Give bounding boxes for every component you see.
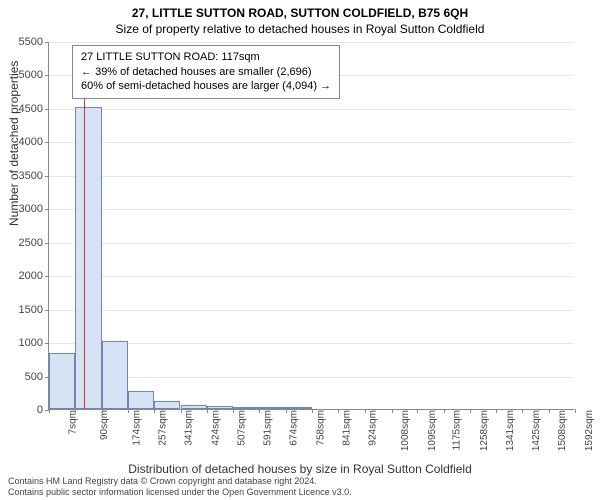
x-tick-label: 1008sqm xyxy=(400,410,411,451)
x-tick-label: 591sqm xyxy=(263,410,274,446)
x-tick-mark xyxy=(522,409,523,413)
plot-area: 0500100015002000250030003500400045005000… xyxy=(48,42,574,410)
x-tick-label: 1592sqm xyxy=(584,410,595,451)
grid-line xyxy=(49,142,574,143)
x-tick-label: 841sqm xyxy=(342,410,353,446)
x-tick-mark xyxy=(49,409,50,413)
y-tick-label: 2500 xyxy=(19,237,49,249)
x-tick-mark xyxy=(338,409,339,413)
x-tick-mark xyxy=(312,409,313,413)
legend-line: 60% of semi-detached houses are larger (… xyxy=(81,79,331,94)
y-tick-label: 500 xyxy=(25,371,49,383)
x-tick-label: 1095sqm xyxy=(427,410,438,451)
x-tick-mark xyxy=(233,409,234,413)
grid-line xyxy=(49,276,574,277)
histogram-bar xyxy=(102,341,128,409)
page-title: 27, LITTLE SUTTON ROAD, SUTTON COLDFIELD… xyxy=(0,0,600,20)
legend-line: 27 LITTLE SUTTON ROAD: 117sqm xyxy=(81,50,331,65)
y-tick-label: 2000 xyxy=(19,270,49,282)
y-tick-label: 3000 xyxy=(19,203,49,215)
x-tick-label: 674sqm xyxy=(289,410,300,446)
footer-line-1: Contains HM Land Registry data © Crown c… xyxy=(8,476,352,487)
legend-line: ← 39% of detached houses are smaller (2,… xyxy=(81,65,331,80)
x-tick-label: 758sqm xyxy=(315,410,326,446)
grid-line xyxy=(49,176,574,177)
x-tick-label: 90sqm xyxy=(99,410,110,440)
y-tick-label: 5000 xyxy=(19,69,49,81)
x-tick-mark xyxy=(575,409,576,413)
x-tick-mark xyxy=(365,409,366,413)
grid-line xyxy=(49,42,574,43)
histogram-bar xyxy=(286,407,312,409)
x-tick-label: 424sqm xyxy=(210,410,221,446)
page-subtitle: Size of property relative to detached ho… xyxy=(0,20,600,36)
histogram-bar xyxy=(128,391,154,409)
y-tick-label: 0 xyxy=(37,404,49,416)
grid-line xyxy=(49,109,574,110)
footer-attribution: Contains HM Land Registry data © Crown c… xyxy=(8,476,352,498)
grid-line xyxy=(49,310,574,311)
x-tick-mark xyxy=(392,409,393,413)
footer-line-2: Contains public sector information licen… xyxy=(8,487,352,498)
x-tick-mark xyxy=(549,409,550,413)
x-tick-mark xyxy=(102,409,103,413)
x-tick-label: 924sqm xyxy=(368,410,379,446)
x-tick-mark xyxy=(75,409,76,413)
x-tick-label: 7sqm xyxy=(67,410,78,434)
legend-box: 27 LITTLE SUTTON ROAD: 117sqm← 39% of de… xyxy=(72,45,340,100)
x-tick-label: 1175sqm xyxy=(452,410,463,450)
x-tick-label: 341sqm xyxy=(184,410,195,446)
histogram-bar xyxy=(181,405,207,409)
x-tick-mark xyxy=(259,409,260,413)
x-tick-mark xyxy=(286,409,287,413)
chart-area: 0500100015002000250030003500400045005000… xyxy=(48,42,574,410)
reference-line xyxy=(84,81,85,409)
histogram-bar xyxy=(207,406,233,409)
x-tick-mark xyxy=(496,409,497,413)
x-axis-label: Distribution of detached houses by size … xyxy=(0,462,600,476)
y-tick-label: 1500 xyxy=(19,304,49,316)
y-tick-label: 3500 xyxy=(19,170,49,182)
x-tick-mark xyxy=(181,409,182,413)
y-tick-label: 5500 xyxy=(19,36,49,48)
histogram-bar xyxy=(259,407,285,409)
grid-line xyxy=(49,209,574,210)
x-tick-mark xyxy=(154,409,155,413)
x-tick-label: 1258sqm xyxy=(479,410,490,451)
x-tick-mark xyxy=(470,409,471,413)
x-tick-mark xyxy=(444,409,445,413)
histogram-bar xyxy=(154,401,180,409)
histogram-bar xyxy=(75,107,101,409)
x-tick-label: 1425sqm xyxy=(531,410,542,451)
x-tick-mark xyxy=(128,409,129,413)
x-tick-mark xyxy=(207,409,208,413)
x-tick-label: 1341sqm xyxy=(505,410,516,451)
x-tick-label: 174sqm xyxy=(131,410,142,446)
x-tick-label: 507sqm xyxy=(236,410,247,446)
grid-line xyxy=(49,243,574,244)
y-tick-label: 4000 xyxy=(19,136,49,148)
x-tick-mark xyxy=(417,409,418,413)
y-tick-label: 4500 xyxy=(19,103,49,115)
histogram-bar xyxy=(233,407,259,409)
x-tick-label: 257sqm xyxy=(157,410,168,446)
y-tick-label: 1000 xyxy=(19,337,49,349)
x-tick-label: 1508sqm xyxy=(557,410,568,451)
histogram-bar xyxy=(49,353,75,409)
